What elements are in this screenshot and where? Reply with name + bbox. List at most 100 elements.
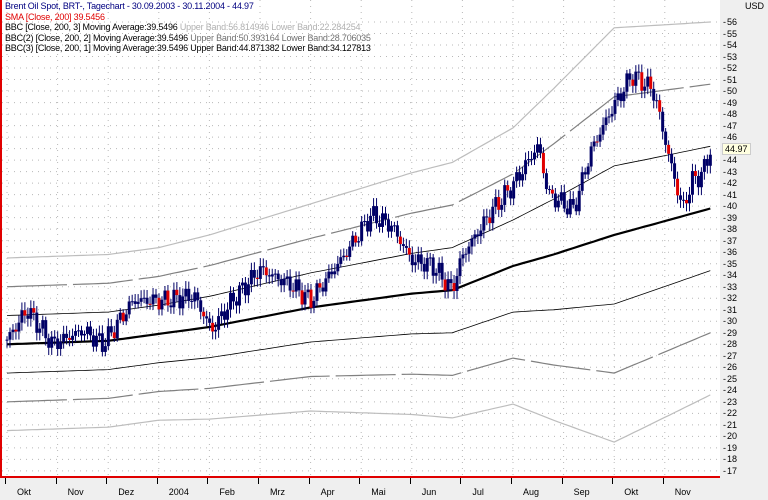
candle-up — [8, 332, 12, 340]
candle-up — [88, 326, 92, 336]
candle-down — [658, 100, 662, 112]
bollinger-upper-band-2 — [6, 83, 711, 288]
candle-up — [530, 159, 534, 161]
candle-up — [181, 296, 185, 309]
legend-bb3[interactable]: BBC(3) [Close, 200, 1] Moving Average:39… — [5, 43, 371, 53]
y-tick-label: 35 — [723, 259, 737, 269]
time-axis[interactable]: Okt Nov Dez 2004 Feb Mrz Apr Mai Jun Jul Aug Sep Okt… — [0, 478, 720, 500]
x-tick — [258, 478, 259, 484]
candle-up — [562, 192, 566, 209]
candle-up — [94, 335, 98, 347]
candle-up — [634, 71, 638, 86]
candle-up — [392, 225, 396, 227]
candle-down — [23, 310, 27, 316]
candle-up — [485, 216, 489, 218]
candle-down — [211, 322, 215, 332]
candle-up — [246, 284, 250, 296]
candle-up — [690, 171, 694, 195]
candle-up — [363, 221, 367, 223]
candle-up — [26, 315, 30, 319]
candle-down — [112, 332, 116, 339]
candle-down — [541, 152, 545, 174]
candle-up — [133, 301, 137, 304]
sma-200-line — [6, 207, 711, 346]
bollinger-lower-band-1 — [6, 270, 711, 374]
candle-up — [524, 160, 528, 175]
candle-up — [139, 298, 143, 302]
legend-bb2[interactable]: BBC(2) [Close, 200, 2] Moving Average:39… — [5, 33, 371, 44]
y-tick-label: 48 — [723, 109, 737, 119]
y-tick-label: 42 — [723, 178, 737, 188]
legend-bb2-bands: Upper Band:50.393164 Lower Band:28.70603… — [190, 32, 371, 43]
candle-down — [497, 197, 501, 210]
candle-down — [595, 141, 599, 143]
candle-up — [386, 219, 390, 232]
candle-up — [234, 301, 238, 306]
candle-up — [494, 197, 498, 207]
candle-up — [440, 262, 444, 280]
x-tick-label: Mai — [371, 487, 386, 497]
candle-up — [351, 235, 355, 247]
candle-up — [646, 76, 650, 87]
candle-up — [428, 257, 432, 259]
candle-up — [339, 257, 343, 264]
candle-up — [187, 288, 191, 301]
y-tick-label: 36 — [723, 247, 737, 257]
candle-up — [652, 88, 656, 101]
y-tick-label: 51 — [723, 75, 737, 85]
x-tick — [106, 478, 108, 484]
candle-up — [178, 295, 182, 309]
x-tick-label: Aug — [523, 487, 540, 497]
candle-up — [673, 163, 677, 179]
candle-up — [163, 290, 167, 300]
candle-up — [613, 99, 617, 114]
y-tick-label: 46 — [723, 132, 737, 142]
y-tick-label: 19 — [723, 443, 737, 453]
x-tick-label: Dez — [118, 487, 135, 497]
candle-down — [676, 178, 680, 196]
y-tick-label: 49 — [723, 98, 737, 108]
y-tick-label: 33 — [723, 282, 737, 292]
candle-up — [297, 279, 301, 291]
candle-up — [56, 338, 60, 350]
y-tick-label: 32 — [723, 293, 737, 303]
last-price-marker: 44.97 — [722, 142, 751, 155]
candle-up — [243, 282, 247, 296]
price-chart[interactable]: Brent Oil Spot, BRT-, Tagechart - 30.09.… — [0, 0, 722, 478]
candle-up — [196, 292, 200, 301]
legend-bb1[interactable]: BBC [Close, 200, 3] Moving Average:39.54… — [5, 22, 371, 33]
candle-up — [357, 241, 361, 243]
candle-down — [443, 279, 447, 291]
candle-up — [35, 312, 39, 333]
candle-up — [327, 271, 331, 279]
legend-bb2-main: BBC(2) [Close, 200, 2] Moving Average:39… — [5, 32, 188, 43]
x-tick — [612, 478, 614, 484]
candle-up — [413, 262, 417, 266]
candle-up — [533, 152, 537, 160]
candle-up — [336, 263, 340, 272]
candle-up — [664, 131, 668, 145]
chart-canvas — [2, 0, 722, 478]
candle-up — [518, 172, 522, 181]
candle-up — [279, 279, 283, 286]
candle-up — [127, 301, 131, 315]
y-tick-label: 50 — [723, 86, 737, 96]
candle-up — [217, 316, 221, 330]
candle-up — [226, 309, 230, 320]
candle-up — [71, 335, 75, 340]
candle-up — [383, 213, 387, 220]
y-tick-label: 43 — [723, 167, 737, 177]
candle-up — [401, 244, 405, 247]
y-tick-label: 22 — [723, 408, 737, 418]
candle-down — [452, 283, 456, 292]
price-axis[interactable]: USD 56 5554 5352 5150 4948 4746 44 4342 4140 3938… — [720, 0, 768, 478]
x-tick — [55, 478, 57, 484]
candle-up — [5, 339, 9, 341]
candle-up — [389, 225, 393, 232]
x-tick-label: Okt — [624, 487, 639, 497]
candle-up — [547, 189, 551, 191]
legend-sma[interactable]: SMA [Close, 200] 39.5456 — [5, 11, 105, 22]
candle-up — [199, 300, 203, 312]
candle-up — [378, 223, 382, 227]
bollinger-upper-band-1 — [6, 145, 711, 316]
